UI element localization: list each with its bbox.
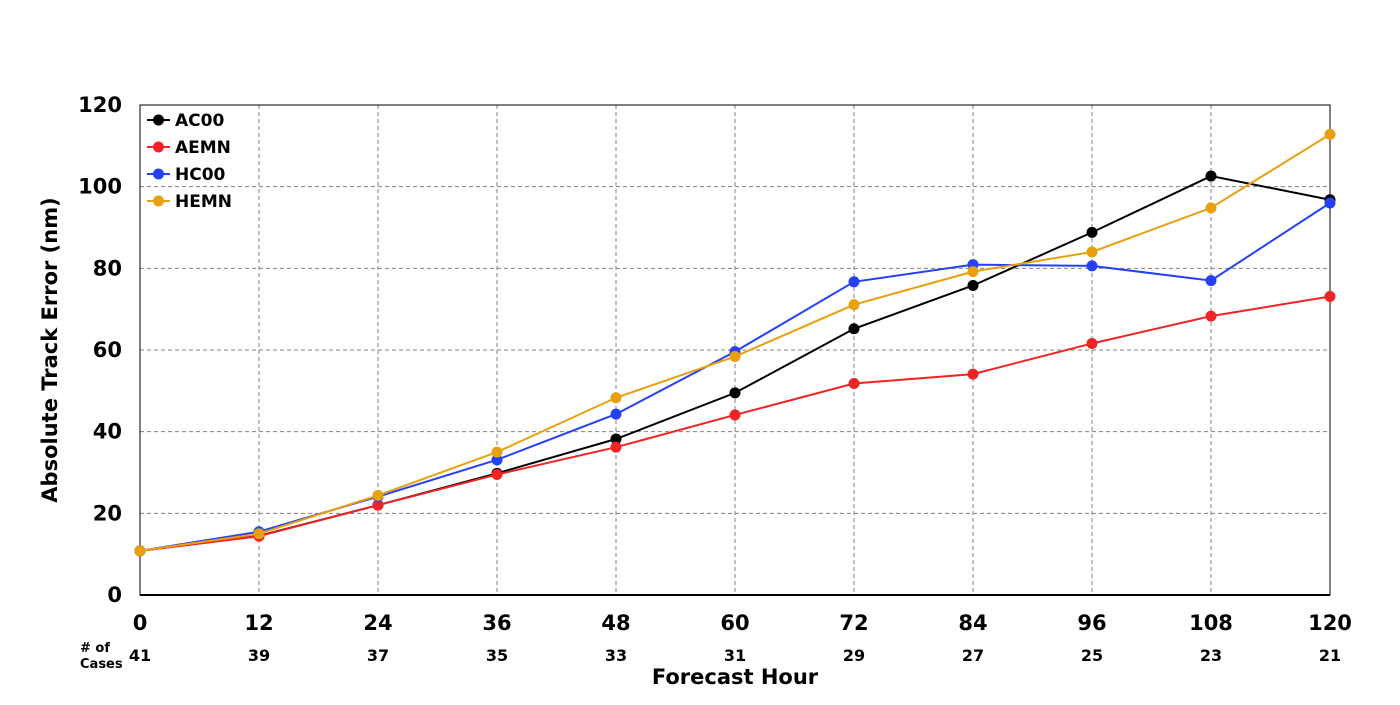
x-tick-label: 36 (482, 611, 511, 635)
data-point-hemn (253, 528, 265, 540)
legend-marker-ac00 (153, 114, 164, 126)
data-point-hc00 (1205, 275, 1217, 287)
legend-label-aemn: AEMN (175, 138, 231, 158)
data-point-aemn (1086, 337, 1098, 349)
x-axis-title: Forecast Hour (652, 665, 819, 689)
legend: AC00 AEMN HC00 HEMN (147, 111, 232, 212)
data-point-hc00 (1086, 260, 1098, 272)
data-point-aemn (372, 499, 384, 511)
series-lines (134, 128, 1336, 557)
data-point-ac00 (729, 387, 741, 399)
data-point-hc00 (491, 454, 503, 466)
grid-lines (140, 104, 1330, 595)
cases-label-line1: # of (80, 641, 110, 656)
legend-marker-hemn (153, 195, 164, 207)
y-tick-label: 80 (93, 256, 122, 280)
data-point-hemn (729, 351, 741, 363)
x-tick-label: 0 (133, 611, 148, 635)
x-tick-label: 108 (1189, 611, 1233, 635)
data-point-ac00 (967, 279, 979, 291)
data-point-hemn (1086, 246, 1098, 258)
x-tick-labels: 0 12 24 36 48 60 72 84 96 108 120 (133, 611, 1352, 635)
cases-label-line2: Cases (80, 657, 123, 672)
data-point-aemn (1324, 291, 1336, 303)
case-counts: # of Cases 41 39 37 35 33 31 29 27 25 23 21 (80, 641, 1341, 672)
y-axis-title: Absolute Track Error (nm) (38, 197, 62, 502)
x-tick-label: 120 (1308, 611, 1352, 635)
data-point-aemn (729, 409, 741, 421)
x-tick-label: 48 (601, 611, 630, 635)
y-tick-label: 100 (78, 175, 122, 199)
case-count: 23 (1200, 646, 1222, 665)
data-point-aemn (967, 368, 979, 380)
data-point-hemn (1205, 202, 1217, 214)
case-count: 27 (962, 646, 984, 665)
case-count: 25 (1081, 646, 1103, 665)
data-point-ac00 (610, 433, 622, 445)
data-point-ac00 (1086, 226, 1098, 238)
legend-label-hemn: HEMN (175, 192, 232, 212)
case-count: 33 (605, 646, 627, 665)
case-count: 35 (486, 646, 508, 665)
y-tick-label: 120 (78, 93, 122, 117)
y-tick-label: 60 (93, 338, 122, 362)
data-point-hemn (967, 266, 979, 278)
y-tick-labels: 0 20 40 60 80 100 120 (78, 93, 122, 607)
data-point-ac00 (1205, 170, 1217, 182)
data-point-hc00 (1324, 197, 1336, 209)
case-count: 31 (724, 646, 746, 665)
x-tick-label: 60 (720, 611, 749, 635)
data-point-hemn (491, 446, 503, 458)
data-point-hemn (610, 392, 622, 404)
data-point-hemn (1324, 128, 1336, 140)
legend-label-ac00: AC00 (175, 111, 224, 131)
y-tick-label: 40 (93, 420, 122, 444)
x-tick-label: 12 (244, 611, 273, 635)
case-count: 29 (843, 646, 865, 665)
data-point-hc00 (848, 276, 860, 288)
case-count: 21 (1319, 646, 1341, 665)
x-tick-label: 24 (363, 611, 392, 635)
data-point-hemn (372, 489, 384, 501)
data-point-aemn (491, 469, 503, 481)
x-tick-label: 84 (958, 611, 987, 635)
y-tick-label: 20 (93, 501, 122, 525)
data-point-aemn (848, 377, 860, 389)
x-tick-label: 72 (839, 611, 868, 635)
data-point-aemn (610, 441, 622, 453)
case-count: 39 (248, 646, 270, 665)
data-point-aemn (1205, 310, 1217, 322)
legend-marker-hc00 (153, 168, 164, 180)
y-tick-label: 0 (107, 583, 122, 607)
legend-label-hc00: HC00 (175, 165, 226, 185)
case-count: 37 (367, 646, 389, 665)
data-point-ac00 (848, 323, 860, 335)
data-point-hemn (848, 299, 860, 311)
data-point-hc00 (610, 408, 622, 420)
axes (139, 104, 1331, 596)
data-point-hemn (134, 545, 146, 557)
case-count: 41 (129, 646, 151, 665)
legend-marker-aemn (153, 141, 164, 153)
x-tick-label: 96 (1077, 611, 1106, 635)
